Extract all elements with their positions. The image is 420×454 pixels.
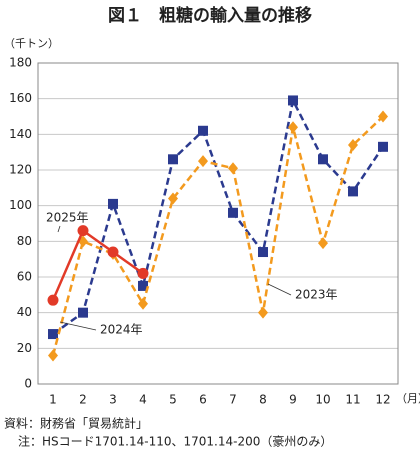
marker: [48, 349, 58, 362]
marker: [107, 246, 119, 258]
y-tick-label: 0: [24, 377, 32, 391]
series-label: 2023年: [295, 288, 338, 302]
marker: [258, 247, 268, 258]
y-tick-label: 180: [9, 56, 32, 70]
x-tick-label: 10: [315, 393, 330, 407]
marker: [318, 237, 328, 250]
series-line: [52, 96, 385, 336]
note: 注：HSコード1701.14-110、1701.14-200（豪州のみ）: [18, 434, 332, 449]
marker: [137, 267, 149, 279]
marker: [228, 162, 238, 175]
y-tick-label: 140: [9, 127, 32, 141]
series-label: 2024年: [100, 323, 143, 337]
series-line: [51, 115, 384, 356]
y-tick-label: 160: [9, 91, 32, 105]
marker: [378, 110, 388, 123]
x-tick-label: 1: [49, 393, 57, 407]
marker: [168, 154, 178, 165]
series-label: 2025年: [46, 211, 89, 225]
chart-title: 図１ 粗糖の輸入量の推移: [108, 5, 312, 26]
x-tick-label: 11: [345, 393, 360, 407]
x-tick-label: 7: [229, 393, 237, 407]
x-tick-label: 8: [259, 393, 267, 407]
marker: [48, 329, 58, 340]
x-tick-label: 9: [289, 393, 297, 407]
marker: [348, 186, 358, 197]
leader-line: [267, 283, 292, 296]
source: 資料：財務省「貿易統計」: [4, 416, 148, 431]
y-tick-label: 40: [17, 305, 32, 319]
leader-line: [59, 321, 97, 331]
series-line: [51, 228, 144, 301]
marker: [198, 125, 208, 136]
marker: [77, 225, 89, 237]
marker: [168, 192, 178, 205]
marker: [378, 141, 388, 152]
x-tick-label: 6: [199, 393, 207, 407]
x-unit: （月）: [396, 392, 420, 405]
marker: [138, 280, 148, 291]
marker: [318, 154, 328, 165]
y-tick-label: 60: [17, 270, 32, 284]
marker: [288, 95, 298, 106]
x-tick-label: 4: [139, 393, 147, 407]
marker: [108, 198, 118, 209]
marker: [228, 207, 238, 218]
marker: [138, 297, 148, 310]
marker: [78, 307, 88, 318]
x-tick-label: 12: [375, 393, 390, 407]
marker: [288, 121, 298, 134]
leader-line: [57, 225, 61, 233]
y-tick-label: 100: [9, 198, 32, 212]
y-unit: （千トン）: [4, 37, 59, 50]
x-tick-label: 3: [109, 393, 117, 407]
y-tick-label: 80: [17, 234, 32, 248]
x-tick-label: 2: [79, 393, 87, 407]
marker: [258, 306, 268, 319]
x-tick-label: 5: [169, 393, 177, 407]
marker: [348, 139, 358, 152]
y-tick-label: 120: [9, 163, 32, 177]
marker: [198, 155, 208, 168]
plot-frame: [37, 62, 399, 385]
y-tick-label: 20: [17, 341, 32, 355]
marker: [47, 294, 59, 306]
